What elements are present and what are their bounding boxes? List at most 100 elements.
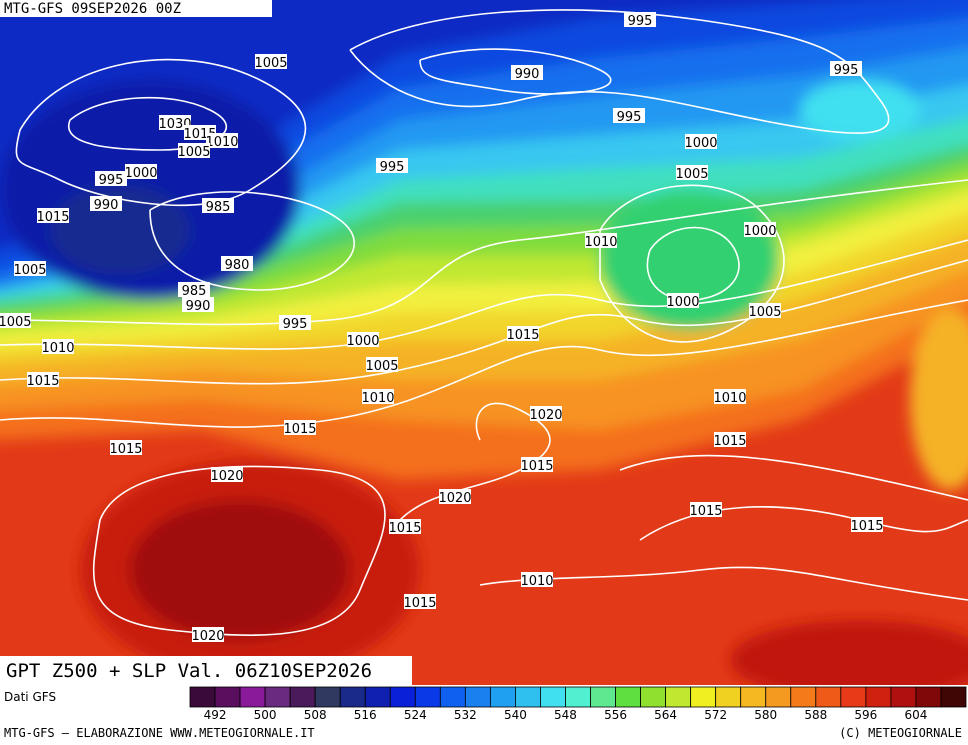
isobar-label-box bbox=[376, 158, 408, 173]
isobar-label-box bbox=[507, 326, 539, 341]
isobar-label-box bbox=[613, 108, 645, 123]
legend-tick-label: 532 bbox=[454, 708, 477, 722]
isobar-label-box bbox=[221, 256, 253, 271]
isobar-label: 995 bbox=[617, 110, 642, 125]
legend-swatch bbox=[815, 686, 842, 708]
isobar-label-box bbox=[366, 357, 398, 372]
isobar-label-box bbox=[749, 303, 781, 318]
map-title: GPT Z500 + SLP Val. 06Z10SEP2026 bbox=[6, 660, 372, 682]
legend-swatch bbox=[940, 686, 967, 708]
isobar-label-box bbox=[389, 519, 421, 534]
legend-swatch bbox=[389, 686, 416, 708]
isobar-label: 990 bbox=[515, 67, 540, 82]
isobar-label: 1010 bbox=[713, 391, 746, 406]
isobar-label: 1005 bbox=[748, 305, 781, 320]
isobar-label-box bbox=[624, 12, 656, 27]
isobar-label: 985 bbox=[206, 200, 231, 215]
legend-swatch bbox=[239, 686, 266, 708]
isobar-label-box bbox=[95, 171, 127, 186]
isobar-label: 990 bbox=[94, 198, 119, 213]
legend-swatch bbox=[865, 686, 892, 708]
ridge-core bbox=[730, 620, 968, 685]
isobar-label: 1000 bbox=[743, 224, 776, 239]
legend-tick-label: 580 bbox=[754, 708, 777, 722]
isobar-label-box bbox=[27, 372, 59, 387]
legend-swatch bbox=[790, 686, 817, 708]
isobar-label: 1015 bbox=[520, 459, 553, 474]
isobar-label-box bbox=[744, 222, 776, 237]
legend-swatch bbox=[515, 686, 541, 708]
isobar-label: 995 bbox=[99, 173, 124, 188]
isobar-label: 1000 bbox=[684, 136, 717, 151]
legend-swatch bbox=[565, 686, 591, 708]
isobar-label: 1005 bbox=[177, 145, 210, 160]
isobar-label: 1015 bbox=[403, 596, 436, 611]
isobar-label-box bbox=[178, 282, 210, 297]
legend-swatch bbox=[414, 686, 441, 708]
isobar-label-box bbox=[851, 517, 883, 532]
legend-swatch bbox=[840, 686, 867, 708]
isobar-label: 1005 bbox=[254, 56, 287, 71]
isobar-label-box bbox=[202, 198, 234, 213]
isobar-label: 1015 bbox=[388, 521, 421, 536]
height-field bbox=[0, 0, 968, 685]
legend-tick-label: 588 bbox=[804, 708, 827, 722]
ridge-core bbox=[910, 310, 968, 490]
isobar-label: 1010 bbox=[520, 574, 553, 589]
isobar-label-box bbox=[206, 133, 238, 148]
legend-swatch bbox=[439, 686, 466, 708]
isobar-label: 1015 bbox=[26, 374, 59, 389]
color-legend: 492 500 508 516 524 532 540 548 556 564 572 580 588 5… bbox=[189, 686, 967, 722]
isobar-label: 1015 bbox=[850, 519, 883, 534]
legend-tick-label: 596 bbox=[854, 708, 877, 722]
isobar-label: 1020 bbox=[529, 408, 562, 423]
legend-tick-label: 516 bbox=[354, 708, 377, 722]
isobar-label-box bbox=[690, 502, 722, 517]
legend-tick-label: 604 bbox=[904, 708, 927, 722]
height-band bbox=[0, 0, 848, 250]
isobar-label: 1015 bbox=[506, 328, 539, 343]
legend-tick-label: 492 bbox=[204, 708, 227, 722]
legend-swatch bbox=[464, 686, 491, 708]
isobar-label: 1000 bbox=[666, 295, 699, 310]
legend-tick-label: 572 bbox=[704, 708, 727, 722]
footer-left: MTG-GFS — ELABORAZIONE WWW.METEOGIORNALE… bbox=[4, 726, 315, 740]
isobar-label: 1005 bbox=[0, 315, 32, 330]
legend-swatch bbox=[489, 686, 516, 708]
legend-tick-label: 564 bbox=[654, 708, 677, 722]
isobar-label: 1010 bbox=[584, 235, 617, 250]
legend-tick-label: 524 bbox=[404, 708, 427, 722]
isobar-label: 1015 bbox=[713, 434, 746, 449]
isobar-label-box bbox=[0, 313, 31, 328]
isobar-label-box bbox=[279, 315, 311, 330]
isobar-label-box bbox=[685, 134, 717, 149]
isobar-label: 1010 bbox=[361, 391, 394, 406]
isobar-lines bbox=[0, 9, 968, 636]
isobar-label-box bbox=[159, 115, 191, 130]
isobar-label-box bbox=[521, 457, 553, 472]
legend-swatch bbox=[640, 686, 667, 708]
isobar-label-box bbox=[521, 572, 553, 587]
legend-swatch bbox=[214, 686, 241, 708]
isobar-label-box bbox=[182, 297, 214, 312]
legend-tick-label: 540 bbox=[504, 708, 527, 722]
isobar-label: 1020 bbox=[438, 491, 471, 506]
isobar-label: 995 bbox=[283, 317, 308, 332]
isobar-label: 1000 bbox=[346, 334, 379, 349]
isobar-label-box bbox=[362, 389, 394, 404]
legend-swatch bbox=[915, 686, 942, 708]
isobar-label: 1010 bbox=[205, 135, 238, 150]
legend-swatch bbox=[590, 686, 616, 708]
isobar-label: 1010 bbox=[41, 341, 74, 356]
isobar-label-box bbox=[347, 332, 379, 347]
isobar-label-box bbox=[125, 164, 157, 179]
legend-swatch bbox=[740, 686, 767, 708]
legend-swatch bbox=[540, 686, 566, 708]
isobar-label-box bbox=[90, 196, 122, 211]
isobar-label-box bbox=[714, 432, 746, 447]
isobar-label: 1005 bbox=[365, 359, 398, 374]
low-core bbox=[600, 190, 780, 330]
legend-swatch bbox=[765, 686, 792, 708]
isobar-label-box bbox=[192, 627, 224, 642]
